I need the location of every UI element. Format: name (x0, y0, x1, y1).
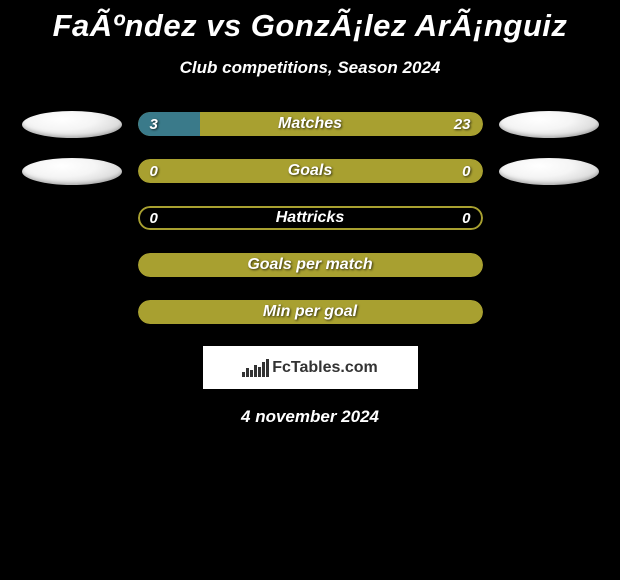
stat-row: Goals per match (0, 253, 620, 277)
stat-right-value: 23 (454, 116, 471, 133)
bar-chart-icon (242, 359, 269, 377)
stat-row: 0Goals0 (0, 159, 620, 183)
stat-bar: Min per goal (138, 300, 483, 324)
subtitle: Club competitions, Season 2024 (0, 58, 620, 78)
stat-label: Min per goal (138, 303, 483, 321)
stat-row: 3Matches23 (0, 112, 620, 136)
comparison-infographic: FaÃºndez vs GonzÃ¡lez ArÃ¡nguiz Club com… (0, 0, 620, 427)
player-orb-right (499, 111, 599, 138)
stat-row: Min per goal (0, 300, 620, 324)
player-orb-left (22, 158, 122, 185)
stat-right-value: 0 (462, 210, 470, 227)
brand-text: FcTables.com (272, 359, 378, 377)
stat-bar: Goals per match (138, 253, 483, 277)
stat-bar: 0Hattricks0 (138, 206, 483, 230)
stat-label: Hattricks (138, 209, 483, 227)
stat-right-value: 0 (462, 163, 470, 180)
stat-row: 0Hattricks0 (0, 206, 620, 230)
stats-list: 3Matches230Goals00Hattricks0Goals per ma… (0, 112, 620, 324)
player-orb-right (499, 158, 599, 185)
player-orb-left (22, 111, 122, 138)
stat-bar: 3Matches23 (138, 112, 483, 136)
brand-badge: FcTables.com (203, 346, 418, 389)
stat-label: Goals (138, 162, 483, 180)
stat-label: Matches (138, 115, 483, 133)
date-text: 4 november 2024 (0, 407, 620, 427)
page-title: FaÃºndez vs GonzÃ¡lez ArÃ¡nguiz (0, 8, 620, 44)
stat-label: Goals per match (138, 256, 483, 274)
stat-bar: 0Goals0 (138, 159, 483, 183)
